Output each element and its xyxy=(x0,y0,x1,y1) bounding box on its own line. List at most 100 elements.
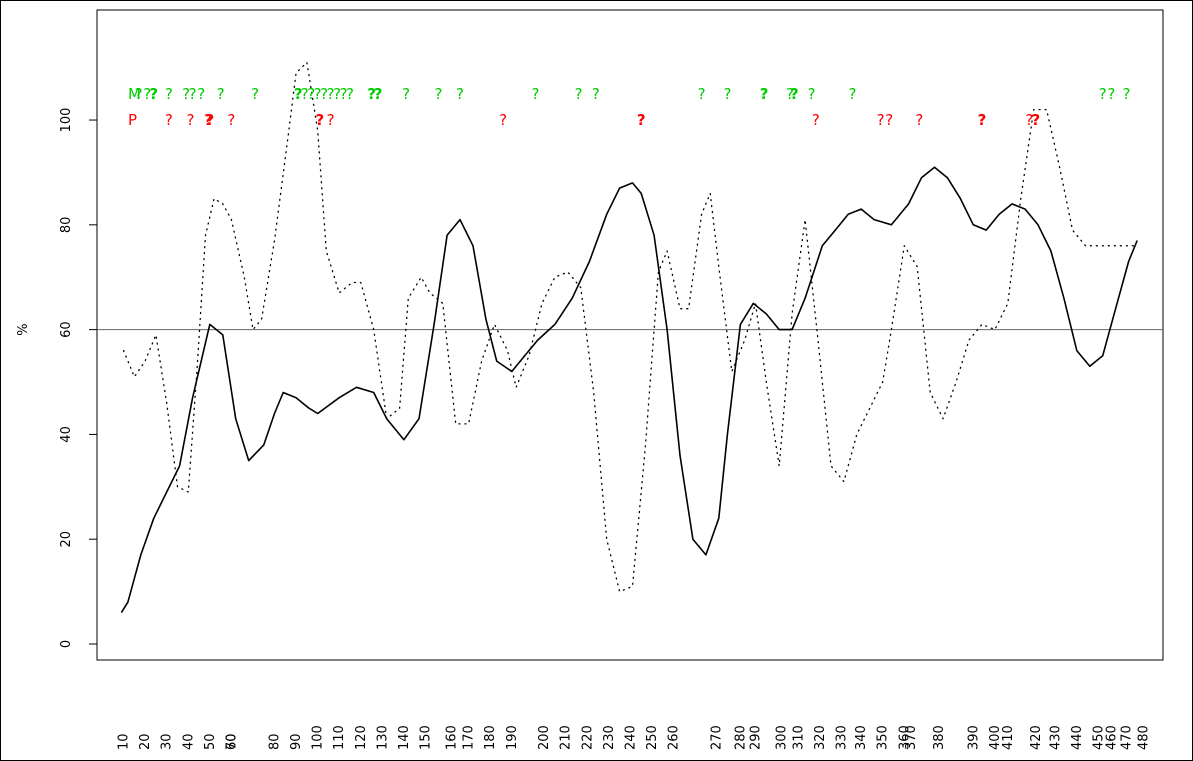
marker-glyph: ? xyxy=(698,85,706,103)
x-tick-label: 320 xyxy=(813,725,828,750)
x-tick-label: 150 xyxy=(419,725,434,750)
x-tick-label: 130 xyxy=(375,725,390,750)
marker-glyph: ? xyxy=(637,111,646,129)
marker-glyph: ? xyxy=(592,85,600,103)
x-tick-label: 360 xyxy=(897,725,912,750)
y-tick-label: 80 xyxy=(59,217,74,234)
x-tick-label: 200 xyxy=(537,725,552,750)
y-tick-label: 0 xyxy=(59,640,74,648)
x-tick-label: 340 xyxy=(854,725,869,750)
marker-glyph: ? xyxy=(456,85,464,103)
marker-glyph: ? xyxy=(499,111,507,129)
marker-glyph: ? xyxy=(189,85,197,103)
x-tick-label: 120 xyxy=(354,725,369,750)
y-axis: 0 20 40 60 80 100 xyxy=(59,108,98,648)
x-tick-label: 190 xyxy=(505,725,520,750)
marker-glyph: ? xyxy=(227,111,235,129)
x-tick-label: 350 xyxy=(876,725,891,750)
x-tick-label: 180 xyxy=(483,725,498,750)
marker-glyph: ? xyxy=(374,85,383,103)
marker-glyph: ? xyxy=(402,85,410,103)
x-tick-label: 60 xyxy=(224,733,239,750)
series-group xyxy=(120,61,1138,614)
x-tick-label: 160 xyxy=(444,725,459,750)
marker-glyph: ? xyxy=(1122,85,1130,103)
x-tick-label: 410 xyxy=(1001,725,1016,750)
marker-glyph: ? xyxy=(1025,111,1033,129)
x-tick-label: 260 xyxy=(667,725,682,750)
y-axis-label: % xyxy=(16,323,31,335)
marker-glyph: ? xyxy=(143,85,151,103)
marker-glyph: ? xyxy=(808,85,816,103)
marker-glyph: ? xyxy=(204,111,212,129)
x-tick-label: 40 xyxy=(181,733,196,750)
x-tick-label: 70 xyxy=(224,733,239,750)
x-tick-label: 240 xyxy=(623,725,638,750)
x-tick-label: 250 xyxy=(645,725,660,750)
x-tick-label: 300 xyxy=(774,725,789,750)
marker-row-label: P xyxy=(128,111,137,129)
marker-glyph: ? xyxy=(333,85,341,103)
marker-glyph: ? xyxy=(978,111,987,129)
x-tick-label: 80 xyxy=(268,733,283,750)
marker-glyph: ? xyxy=(346,85,354,103)
x-tick-label: 30 xyxy=(160,733,175,750)
y-tick-label: 100 xyxy=(59,108,74,133)
dotted-series-line xyxy=(122,61,1138,593)
marker-glyph: ? xyxy=(915,111,923,129)
x-tick-label: 470 xyxy=(1119,725,1134,750)
marker-glyph: ? xyxy=(251,85,259,103)
marker-glyph: ? xyxy=(320,85,328,103)
x-tick-label: 330 xyxy=(835,725,850,750)
marker-glyph: ? xyxy=(205,111,214,129)
x-tick-label: 220 xyxy=(580,725,595,750)
x-tick-label: 90 xyxy=(289,733,304,750)
marker-glyph: ? xyxy=(165,85,173,103)
marker-glyph: ? xyxy=(314,85,322,103)
marker-row-label: M xyxy=(128,85,141,103)
marker-glyph: ? xyxy=(149,85,158,103)
marker-glyph: ? xyxy=(186,111,194,129)
x-tick-label: 270 xyxy=(710,725,725,750)
marker-glyph: ? xyxy=(327,111,335,129)
x-tick-label: 400 xyxy=(988,725,1003,750)
marker-glyph: ? xyxy=(1032,111,1041,129)
marker-glyph: ? xyxy=(217,85,225,103)
marker-glyph: ? xyxy=(575,85,583,103)
marker-glyph: ? xyxy=(849,85,857,103)
marker-glyph: ? xyxy=(434,85,442,103)
marker-glyph: ? xyxy=(790,85,799,103)
x-tick-label: 480 xyxy=(1137,725,1152,750)
marker-glyph: ? xyxy=(165,111,173,129)
x-tick-label: 110 xyxy=(332,725,347,750)
marker-glyph: ? xyxy=(307,85,315,103)
y-tick-label: 20 xyxy=(59,531,74,548)
x-tick-label: 390 xyxy=(966,725,981,750)
marker-glyph: ? xyxy=(877,111,885,129)
marker-glyph: ? xyxy=(294,85,303,103)
marker-glyph: ? xyxy=(135,85,143,103)
marker-glyph: ? xyxy=(885,111,893,129)
x-tick-label: 170 xyxy=(462,725,477,750)
x-tick-label: 370 xyxy=(904,725,919,750)
x-tick-label: 210 xyxy=(559,725,574,750)
x-tick-label: 50 xyxy=(203,733,218,750)
marker-glyph: ? xyxy=(760,85,769,103)
x-tick-label: 10 xyxy=(117,733,132,750)
x-tick-label: 440 xyxy=(1070,725,1085,750)
y-tick-label: 60 xyxy=(59,321,74,338)
x-tick-label: 140 xyxy=(397,725,412,750)
x-tick-label: 430 xyxy=(1048,725,1063,750)
x-tick-label: 420 xyxy=(1029,725,1044,750)
x-tick-label: 290 xyxy=(748,725,763,750)
plot-area-border xyxy=(96,9,1164,661)
marker-glyph: ? xyxy=(723,85,731,103)
marker-glyph: ? xyxy=(367,85,376,103)
marker-glyph: ? xyxy=(182,85,190,103)
x-tick-label: 280 xyxy=(733,725,748,750)
x-tick-label: 310 xyxy=(792,725,807,750)
marker-glyph: ? xyxy=(812,111,820,129)
x-tick-label: 100 xyxy=(311,725,326,750)
marker-rows: M??????????????????????????????????? ? P??… xyxy=(128,85,1130,129)
marker-glyph: ? xyxy=(315,111,324,129)
